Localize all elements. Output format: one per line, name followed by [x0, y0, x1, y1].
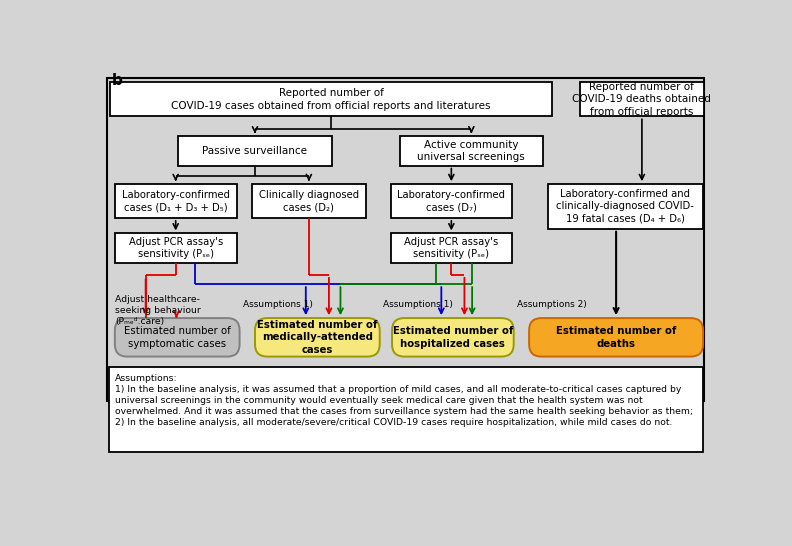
FancyBboxPatch shape [115, 233, 237, 263]
Text: Adjust PCR assay's
sensitivity (Pₛₑ): Adjust PCR assay's sensitivity (Pₛₑ) [404, 237, 498, 259]
Text: Estimated number of
medically-attended
cases: Estimated number of medically-attended c… [257, 320, 378, 355]
Text: Reported number of
COVID-19 cases obtained from official reports and literatures: Reported number of COVID-19 cases obtain… [171, 88, 491, 111]
Text: Reported number of
COVID-19 deaths obtained
from official reports: Reported number of COVID-19 deaths obtai… [573, 82, 711, 117]
FancyBboxPatch shape [115, 318, 239, 357]
FancyBboxPatch shape [107, 78, 704, 401]
FancyBboxPatch shape [547, 184, 703, 229]
FancyBboxPatch shape [400, 136, 543, 165]
FancyBboxPatch shape [252, 184, 366, 218]
Text: Assumptions 1): Assumptions 1) [383, 300, 453, 308]
FancyBboxPatch shape [580, 82, 704, 116]
Text: Laboratory-confirmed
cases (D₇): Laboratory-confirmed cases (D₇) [398, 190, 505, 212]
FancyBboxPatch shape [178, 136, 332, 165]
FancyBboxPatch shape [110, 82, 552, 116]
Text: Laboratory-confirmed
cases (D₁ + D₃ + D₅): Laboratory-confirmed cases (D₁ + D₃ + D₅… [122, 190, 230, 212]
FancyBboxPatch shape [390, 184, 512, 218]
Text: Adjust healthcare-
seeking behaviour
(Pₘₑᵈ.care): Adjust healthcare- seeking behaviour (Pₘ… [115, 295, 200, 326]
FancyBboxPatch shape [115, 184, 237, 218]
Text: Assumptions:
1) In the baseline analysis, it was assumed that a proportion of mi: Assumptions: 1) In the baseline analysis… [115, 373, 693, 427]
Text: Estimated number of
symptomatic cases: Estimated number of symptomatic cases [124, 326, 230, 348]
Text: Clinically diagnosed
cases (D₂): Clinically diagnosed cases (D₂) [259, 190, 359, 212]
FancyBboxPatch shape [255, 318, 379, 357]
FancyBboxPatch shape [109, 367, 703, 452]
FancyBboxPatch shape [392, 318, 514, 357]
Text: Active community
universal screenings: Active community universal screenings [417, 140, 525, 162]
Text: Adjust PCR assay's
sensitivity (Pₛₑ): Adjust PCR assay's sensitivity (Pₛₑ) [128, 237, 223, 259]
FancyBboxPatch shape [529, 318, 703, 357]
Text: Assumptions 2): Assumptions 2) [516, 300, 587, 308]
Text: Assumptions 1): Assumptions 1) [242, 300, 313, 308]
Text: b: b [112, 73, 123, 88]
Text: Estimated number of
hospitalized cases: Estimated number of hospitalized cases [393, 326, 513, 348]
Text: Passive surveillance: Passive surveillance [203, 146, 307, 156]
Text: Laboratory-confirmed and
clinically-diagnosed COVID-
19 fatal cases (D₄ + D₆): Laboratory-confirmed and clinically-diag… [557, 189, 695, 224]
FancyBboxPatch shape [390, 233, 512, 263]
Text: Estimated number of
deaths: Estimated number of deaths [556, 326, 676, 348]
